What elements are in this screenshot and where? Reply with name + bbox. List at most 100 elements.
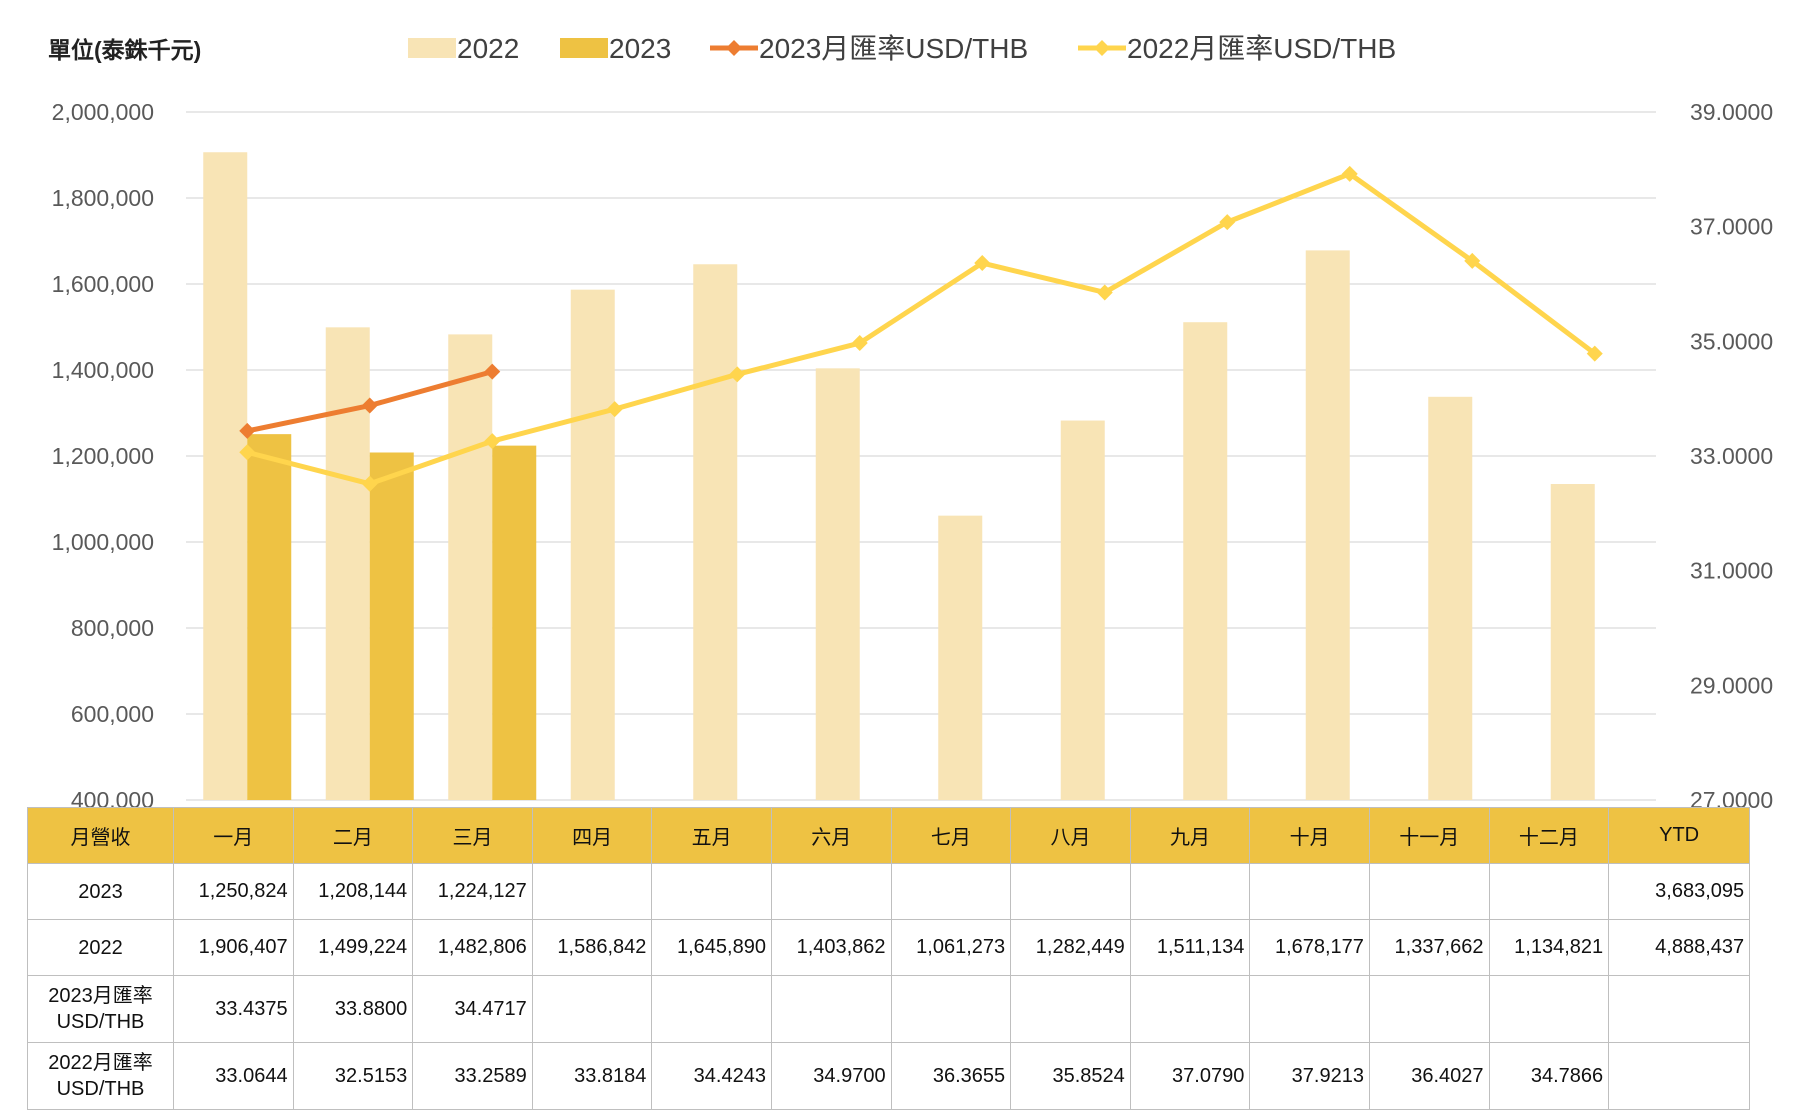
y-right-tick-label: 35.0000 (1690, 328, 1773, 354)
revenue-table: 月營收 一月 二月 三月 四月 五月 六月 七月 八月 九月 十月 十一月 十二月 YTD 2023 1,2… (27, 807, 1751, 1110)
table-cell: 34.7866 (1488, 1042, 1610, 1110)
bar-2023 (492, 445, 537, 800)
table-cell: 34.9700 (770, 1042, 892, 1110)
bar-2022 (815, 368, 860, 800)
table-cell (1010, 863, 1131, 920)
line-point (239, 444, 256, 461)
y-left-tick-label: 600,000 (71, 701, 154, 727)
y-right-tick-label: 27.0000 (1690, 787, 1773, 810)
bar-2022 (325, 327, 370, 800)
table-row: 2023 1,250,824 1,208,144 1,224,127 3,683,095 (27, 863, 1751, 920)
table-cell: 33.0644 (173, 1042, 294, 1110)
month-header: 十月 (1249, 807, 1370, 864)
table-cell: 37.9213 (1249, 1042, 1370, 1110)
y-left-tick-label: 1,600,000 (52, 271, 154, 297)
legend-swatch (560, 38, 608, 58)
revenue-exchange-chart: 2,000,000 1,800,000 1,600,000 1,400,000 1,20… (48, 33, 1773, 810)
table-cell: 1,250,824 (173, 863, 294, 920)
row-header: 2022月匯率 USD/THB (27, 1042, 174, 1110)
month-header: 八月 (1010, 807, 1131, 864)
bar-2022 (693, 264, 738, 800)
line-point (1096, 284, 1113, 301)
table-cell: 1,282,449 (1010, 919, 1131, 976)
table-cell: 1,511,134 (1129, 919, 1251, 976)
y-left-tick-label: 1,200,000 (52, 443, 154, 469)
bar-2022 (1183, 322, 1228, 800)
line-point (1464, 252, 1481, 269)
table-corner-header: 月營收 (27, 807, 174, 864)
line-point (974, 255, 991, 272)
line-point (361, 475, 378, 492)
table-cell: 37.0790 (1129, 1042, 1251, 1110)
line-point (606, 401, 623, 418)
table-cell: 33.8800 (292, 975, 414, 1043)
month-header: 四月 (531, 807, 653, 864)
table-cell: 1,586,842 (531, 919, 653, 976)
line-point (484, 363, 501, 380)
table-cell: 35.8524 (1010, 1042, 1131, 1110)
table-cell: 34.4243 (651, 1042, 772, 1110)
row-header: 2023月匯率 USD/THB (27, 975, 174, 1043)
table-cell: 36.4027 (1368, 1042, 1490, 1110)
bar-2022 (203, 152, 248, 800)
bar-2023 (369, 452, 414, 800)
table-cell (1129, 975, 1251, 1043)
y-left-tick-label: 1,800,000 (52, 185, 154, 211)
table-header-row: 月營收 一月 二月 三月 四月 五月 六月 七月 八月 九月 十月 十一月 十二月 YTD (27, 807, 1751, 864)
month-header: 二月 (292, 807, 414, 864)
y-right-tick-label: 33.0000 (1690, 443, 1773, 469)
table-cell (890, 975, 1012, 1043)
table-cell: 1,061,273 (890, 919, 1012, 976)
table-cell: 1,499,224 (292, 919, 414, 976)
month-header: 十一月 (1368, 807, 1490, 864)
table-cell: 33.8184 (531, 1042, 653, 1110)
row-header: 2023 (27, 863, 174, 920)
legend-swatch (408, 38, 456, 58)
table-cell (1368, 975, 1490, 1043)
month-header: 三月 (412, 807, 533, 864)
table-row: 2022 1,906,407 1,499,224 1,482,806 1,586,842… (27, 919, 1751, 976)
table-cell: 33.4375 (173, 975, 294, 1043)
table-cell (1129, 863, 1251, 920)
bar-2022 (1550, 484, 1595, 800)
line-point (484, 433, 501, 450)
y-left-tick-label: 800,000 (71, 615, 154, 641)
table-cell (1488, 975, 1610, 1043)
unit-label: 單位(泰銖千元) (48, 37, 201, 63)
table-cell: 1,678,177 (1249, 919, 1370, 976)
ytd-cell (1608, 1042, 1751, 1110)
table-cell (651, 863, 772, 920)
line-point (1219, 214, 1236, 231)
line-point (729, 366, 746, 383)
table-cell: 1,337,662 (1368, 919, 1490, 976)
month-header: 七月 (890, 807, 1012, 864)
table-cell: 1,208,144 (292, 863, 414, 920)
ytd-header: YTD (1608, 807, 1751, 864)
legend-marker (1094, 40, 1110, 56)
bar-2022 (1428, 396, 1473, 800)
line-point (1341, 165, 1358, 182)
table-cell (1010, 975, 1131, 1043)
table-cell (1488, 863, 1610, 920)
table-cell (1249, 863, 1370, 920)
table-cell (1368, 863, 1490, 920)
table-cell: 34.4717 (412, 975, 533, 1043)
table-row: 2022月匯率 USD/THB 33.0644 32.5153 33.2589 33.8… (27, 1042, 1751, 1110)
bar-2022 (1305, 250, 1350, 800)
table-cell: 1,224,127 (412, 863, 533, 920)
ytd-cell: 4,888,437 (1608, 919, 1751, 976)
table-cell: 1,134,821 (1488, 919, 1610, 976)
y-right-tick-label: 37.0000 (1690, 214, 1773, 240)
table-cell (531, 863, 653, 920)
bar-2022 (1060, 420, 1105, 800)
legend-marker (726, 40, 742, 56)
table-cell: 1,906,407 (173, 919, 294, 976)
month-header: 九月 (1129, 807, 1251, 864)
ytd-cell: 3,683,095 (1608, 863, 1751, 920)
month-header: 五月 (651, 807, 772, 864)
line-point (239, 422, 256, 439)
series-line (246, 171, 1597, 487)
row-header: 2022 (27, 919, 174, 976)
table-cell (651, 975, 772, 1043)
table-row: 2023月匯率 USD/THB 33.4375 33.8800 34.4717 (27, 975, 1751, 1043)
